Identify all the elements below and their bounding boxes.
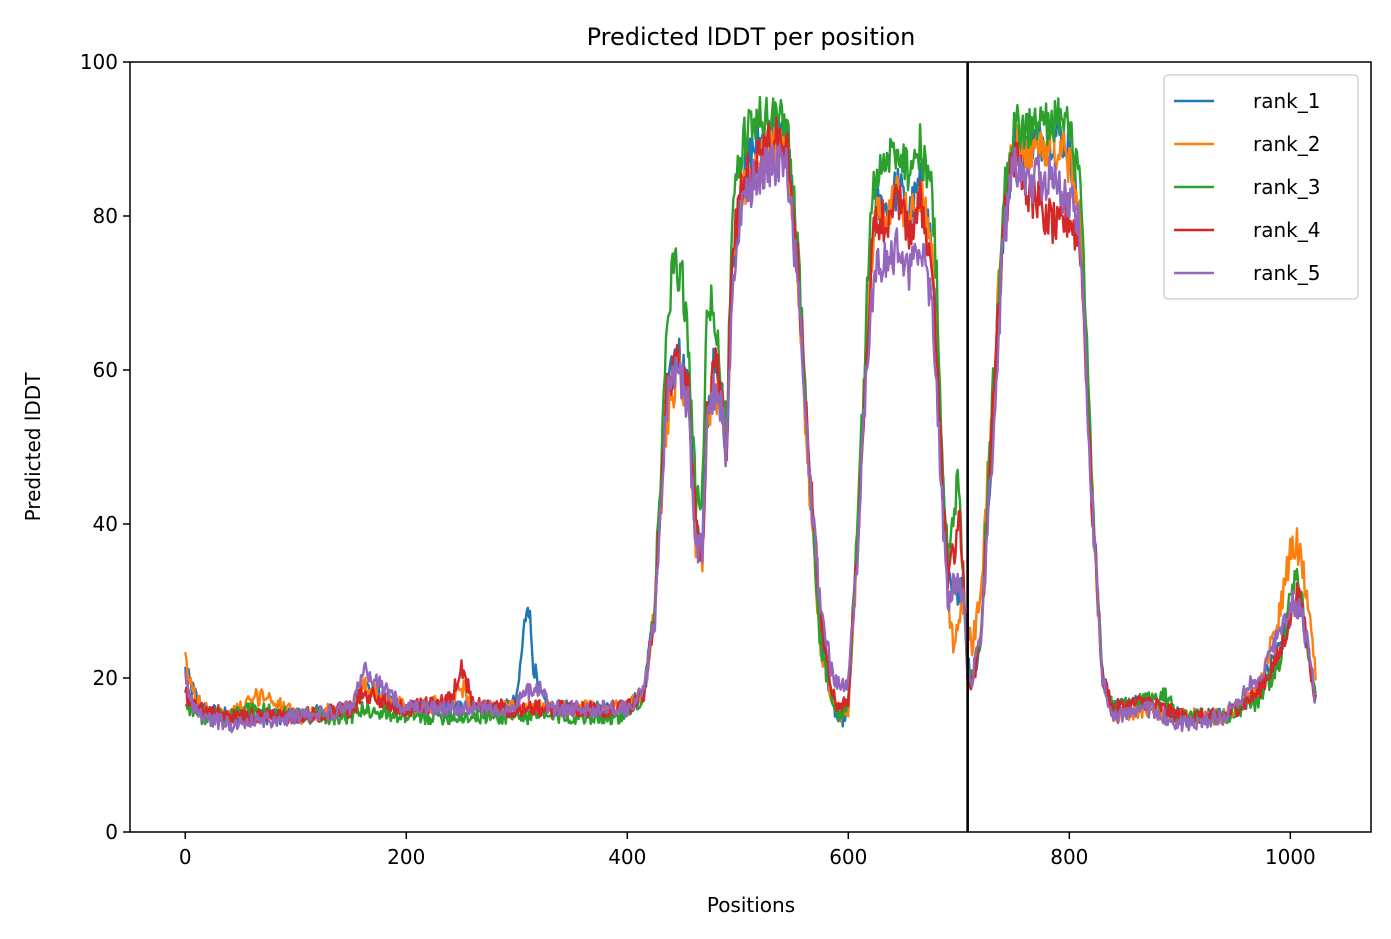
- x-tick-label: 0: [179, 845, 192, 869]
- y-tick-label: 60: [93, 358, 118, 382]
- y-tick-label: 20: [93, 666, 118, 690]
- x-axis-label: Positions: [707, 893, 795, 917]
- y-axis: 0 20 40 60 80 100: [80, 50, 130, 844]
- y-tick-label: 80: [93, 204, 118, 228]
- legend-label-rank_1: rank_1: [1253, 89, 1320, 113]
- x-tick-label: 800: [1050, 845, 1088, 869]
- legend-label-rank_5: rank_5: [1253, 261, 1320, 285]
- x-tick-label: 1000: [1265, 845, 1316, 869]
- legend-box: [1163, 74, 1359, 300]
- series-line-rank_5: [184, 143, 1317, 734]
- x-tick-label: 600: [829, 845, 867, 869]
- y-axis-label: Predicted lDDT: [21, 372, 45, 522]
- plot-frame: [129, 61, 1372, 833]
- series-line-rank_2: [184, 124, 1317, 726]
- legend-label-rank_2: rank_2: [1253, 132, 1320, 156]
- series-line-rank_4: [184, 116, 1317, 726]
- legend-label-rank_3: rank_3: [1253, 175, 1320, 199]
- y-tick-label: 100: [80, 50, 118, 74]
- x-axis: 0 200 400 600 800 1000: [179, 832, 1316, 869]
- chart-title: Predicted lDDT per position: [587, 23, 916, 51]
- y-tick-label: 40: [93, 512, 118, 536]
- x-tick-label: 400: [608, 845, 646, 869]
- x-tick-label: 200: [387, 845, 425, 869]
- series-layer: [184, 95, 1317, 734]
- y-tick-label: 0: [105, 820, 118, 844]
- legend: rank_1 rank_2 rank_3 rank_4 rank_5: [1163, 74, 1359, 300]
- legend-label-rank_4: rank_4: [1253, 218, 1320, 242]
